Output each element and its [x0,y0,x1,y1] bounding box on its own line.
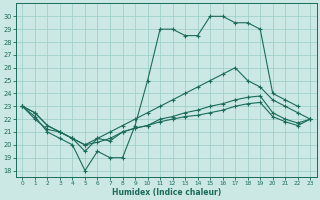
X-axis label: Humidex (Indice chaleur): Humidex (Indice chaleur) [112,188,221,197]
